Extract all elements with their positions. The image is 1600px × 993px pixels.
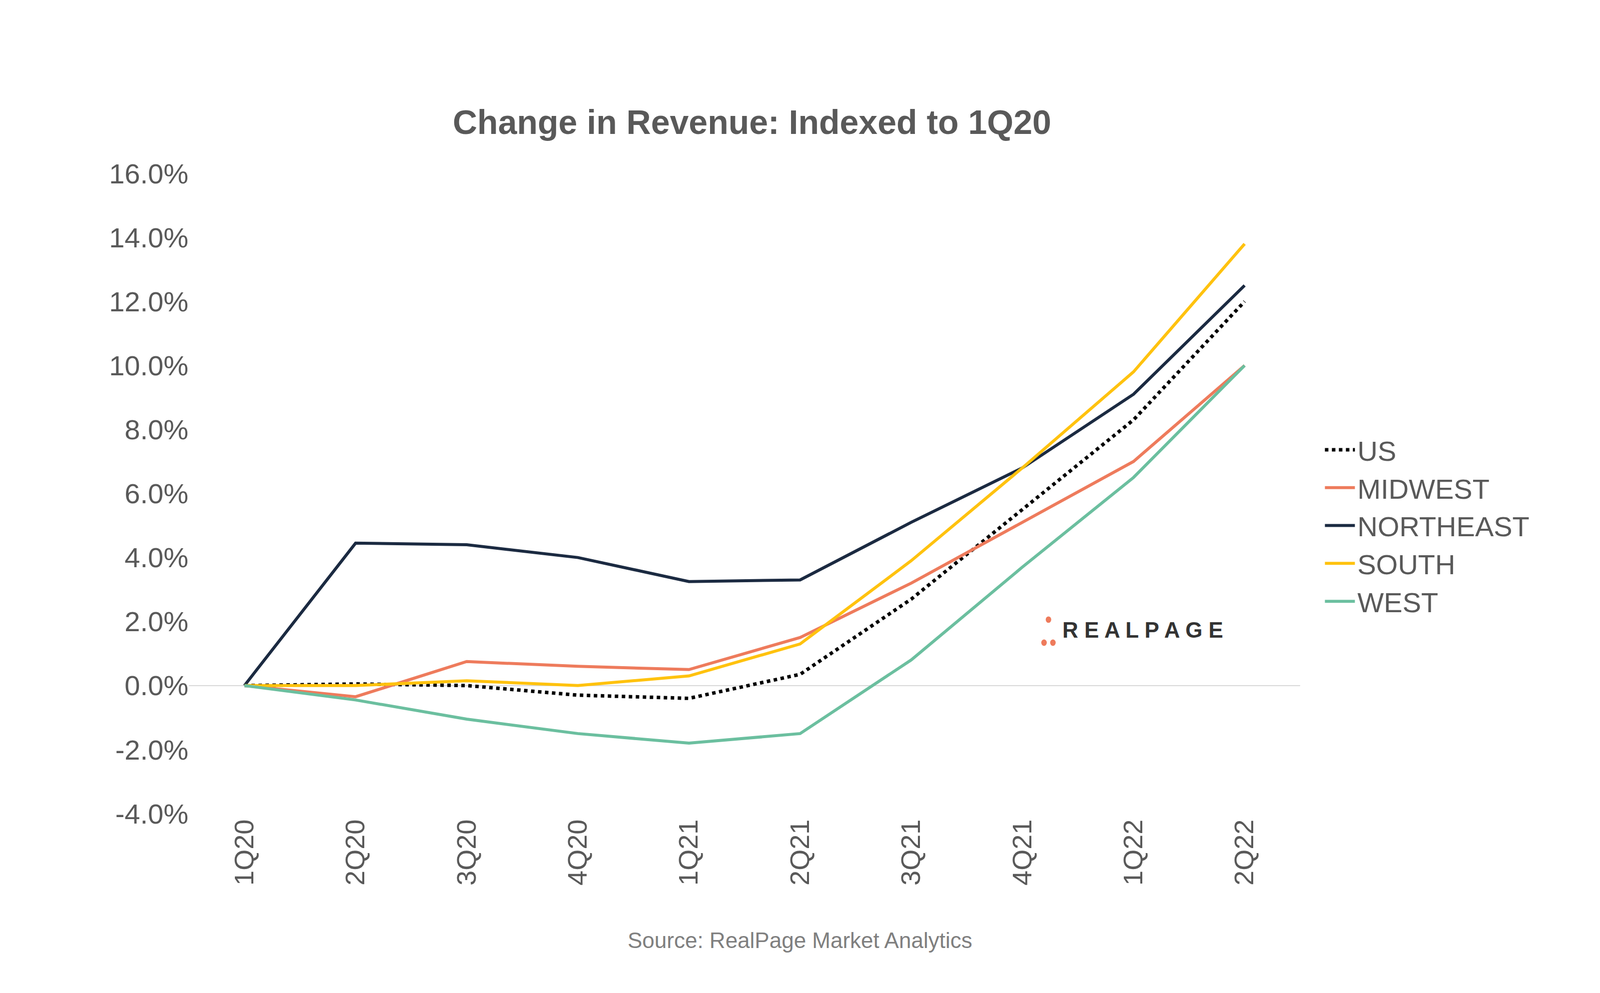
svg-text:SOUTH: SOUTH: [1357, 548, 1456, 581]
svg-text:MIDWEST: MIDWEST: [1357, 473, 1490, 505]
svg-text:2.0%: 2.0%: [124, 605, 189, 638]
svg-text:R E A L P A G E: R E A L P A G E: [1062, 617, 1224, 643]
svg-text:4Q21: 4Q21: [1006, 819, 1037, 886]
svg-text:2Q20: 2Q20: [339, 819, 370, 886]
svg-text:2Q22: 2Q22: [1228, 819, 1259, 886]
svg-text:6.0%: 6.0%: [124, 477, 189, 510]
svg-text:Source: RealPage Market Analyt: Source: RealPage Market Analytics: [627, 927, 973, 953]
svg-text:3Q20: 3Q20: [451, 819, 482, 886]
svg-text:WEST: WEST: [1357, 586, 1439, 619]
svg-text:-2.0%: -2.0%: [115, 734, 189, 766]
svg-text:1Q21: 1Q21: [673, 819, 704, 886]
svg-text:US: US: [1357, 435, 1397, 467]
svg-text:14.0%: 14.0%: [108, 221, 189, 254]
svg-text:12.0%: 12.0%: [108, 285, 189, 318]
svg-text:4Q20: 4Q20: [562, 819, 593, 886]
svg-text:1Q20: 1Q20: [228, 819, 259, 886]
svg-text:2Q21: 2Q21: [784, 819, 815, 886]
svg-text:8.0%: 8.0%: [124, 413, 189, 446]
svg-text:NORTHEAST: NORTHEAST: [1357, 510, 1530, 543]
svg-text:0.0%: 0.0%: [124, 669, 189, 702]
svg-text:1Q22: 1Q22: [1117, 819, 1148, 886]
svg-text:4.0%: 4.0%: [124, 541, 189, 574]
svg-text:-4.0%: -4.0%: [115, 798, 189, 830]
svg-text:16.0%: 16.0%: [108, 157, 189, 190]
svg-text:Change in Revenue: Indexed to: Change in Revenue: Indexed to 1Q20: [452, 102, 1052, 141]
svg-text:3Q21: 3Q21: [895, 819, 926, 886]
svg-text:10.0%: 10.0%: [108, 349, 189, 382]
